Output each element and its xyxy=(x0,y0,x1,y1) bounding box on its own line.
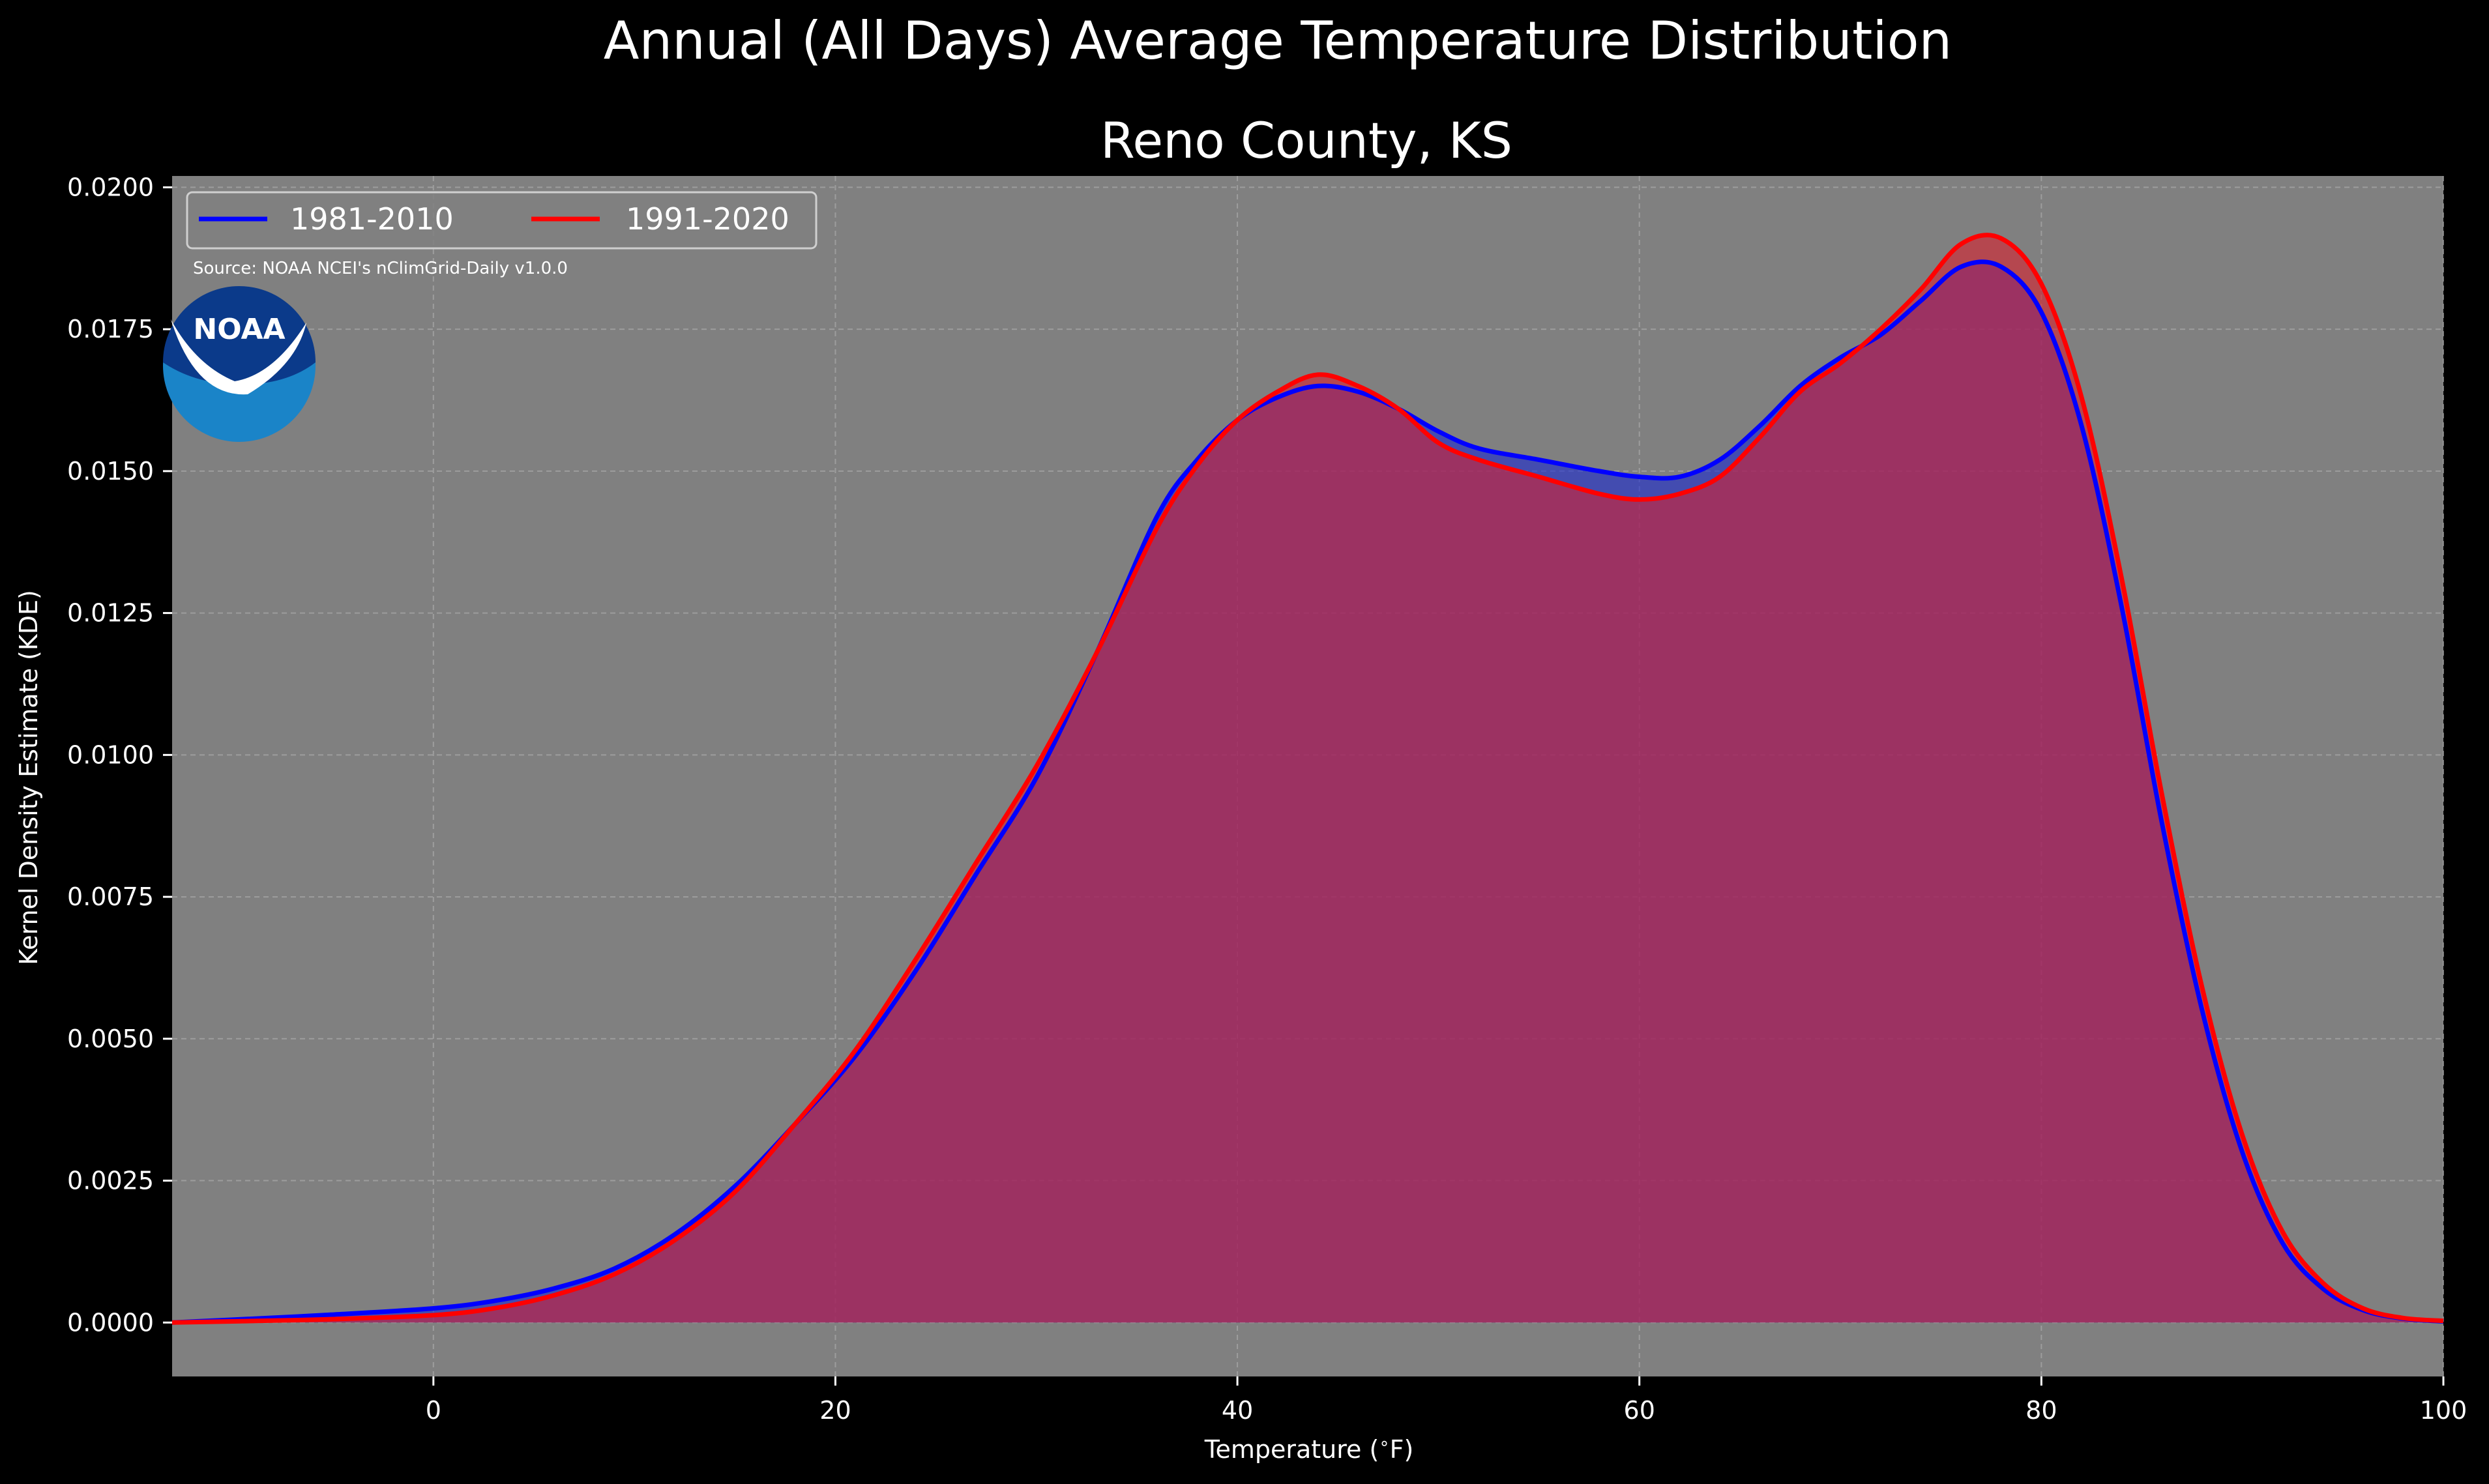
x-axis-label: Temperature (∘F) xyxy=(1204,1434,1414,1464)
x-tick-label: 20 xyxy=(819,1396,851,1425)
series-lines xyxy=(171,233,2444,1325)
y-tick-label: 0.0075 xyxy=(67,882,154,911)
y-tick-label: 0.0150 xyxy=(67,457,154,486)
y-tick-label: 0.0100 xyxy=(67,740,154,769)
chart-title: Annual (All Days) Average Temperature Di… xyxy=(604,10,1952,71)
y-tick-label: 0.0025 xyxy=(67,1167,154,1195)
chart-subtitle: Reno County, KS xyxy=(1100,111,1512,169)
axes: 0 20 40 60 80 100 0.0000 0.0025 0.0050 0.0075 0.01… xyxy=(67,173,2467,1425)
y-tick-label: 0.0200 xyxy=(67,173,154,201)
series-line-1981-2010 xyxy=(171,259,2444,1325)
y-tick-label: 0.0050 xyxy=(67,1025,154,1053)
y-axis-label: Kernel Density Estimate (KDE) xyxy=(14,590,43,965)
noaa-logo-gull-wing-icon xyxy=(215,375,274,388)
x-tick-label: 100 xyxy=(2420,1396,2467,1425)
series-fills xyxy=(172,235,2443,1323)
y-tick-label: 0.0175 xyxy=(67,315,154,343)
legend-frame xyxy=(186,191,817,250)
legend: 1981-2010 1991-2020 xyxy=(186,191,817,250)
legend-label-1981-2010: 1981-2010 xyxy=(290,201,454,237)
x-tick-label: 60 xyxy=(1624,1396,1655,1425)
legend-label-1991-2020: 1991-2020 xyxy=(626,201,789,237)
noaa-logo: NOAA xyxy=(163,286,316,442)
y-tick-label: 0.0000 xyxy=(67,1308,154,1337)
x-tick-label: 80 xyxy=(2025,1396,2057,1425)
source-note: Source: NOAA NCEI's nClimGrid-Daily v1.0… xyxy=(193,259,568,278)
series-fill-1991-2020 xyxy=(172,235,2443,1323)
series-line-1991-2020 xyxy=(171,233,2444,1325)
noaa-logo-text: NOAA xyxy=(193,313,285,346)
x-tick-label: 0 xyxy=(426,1396,441,1425)
y-tick-label: 0.0125 xyxy=(67,599,154,628)
x-tick-label: 40 xyxy=(1222,1396,1253,1425)
